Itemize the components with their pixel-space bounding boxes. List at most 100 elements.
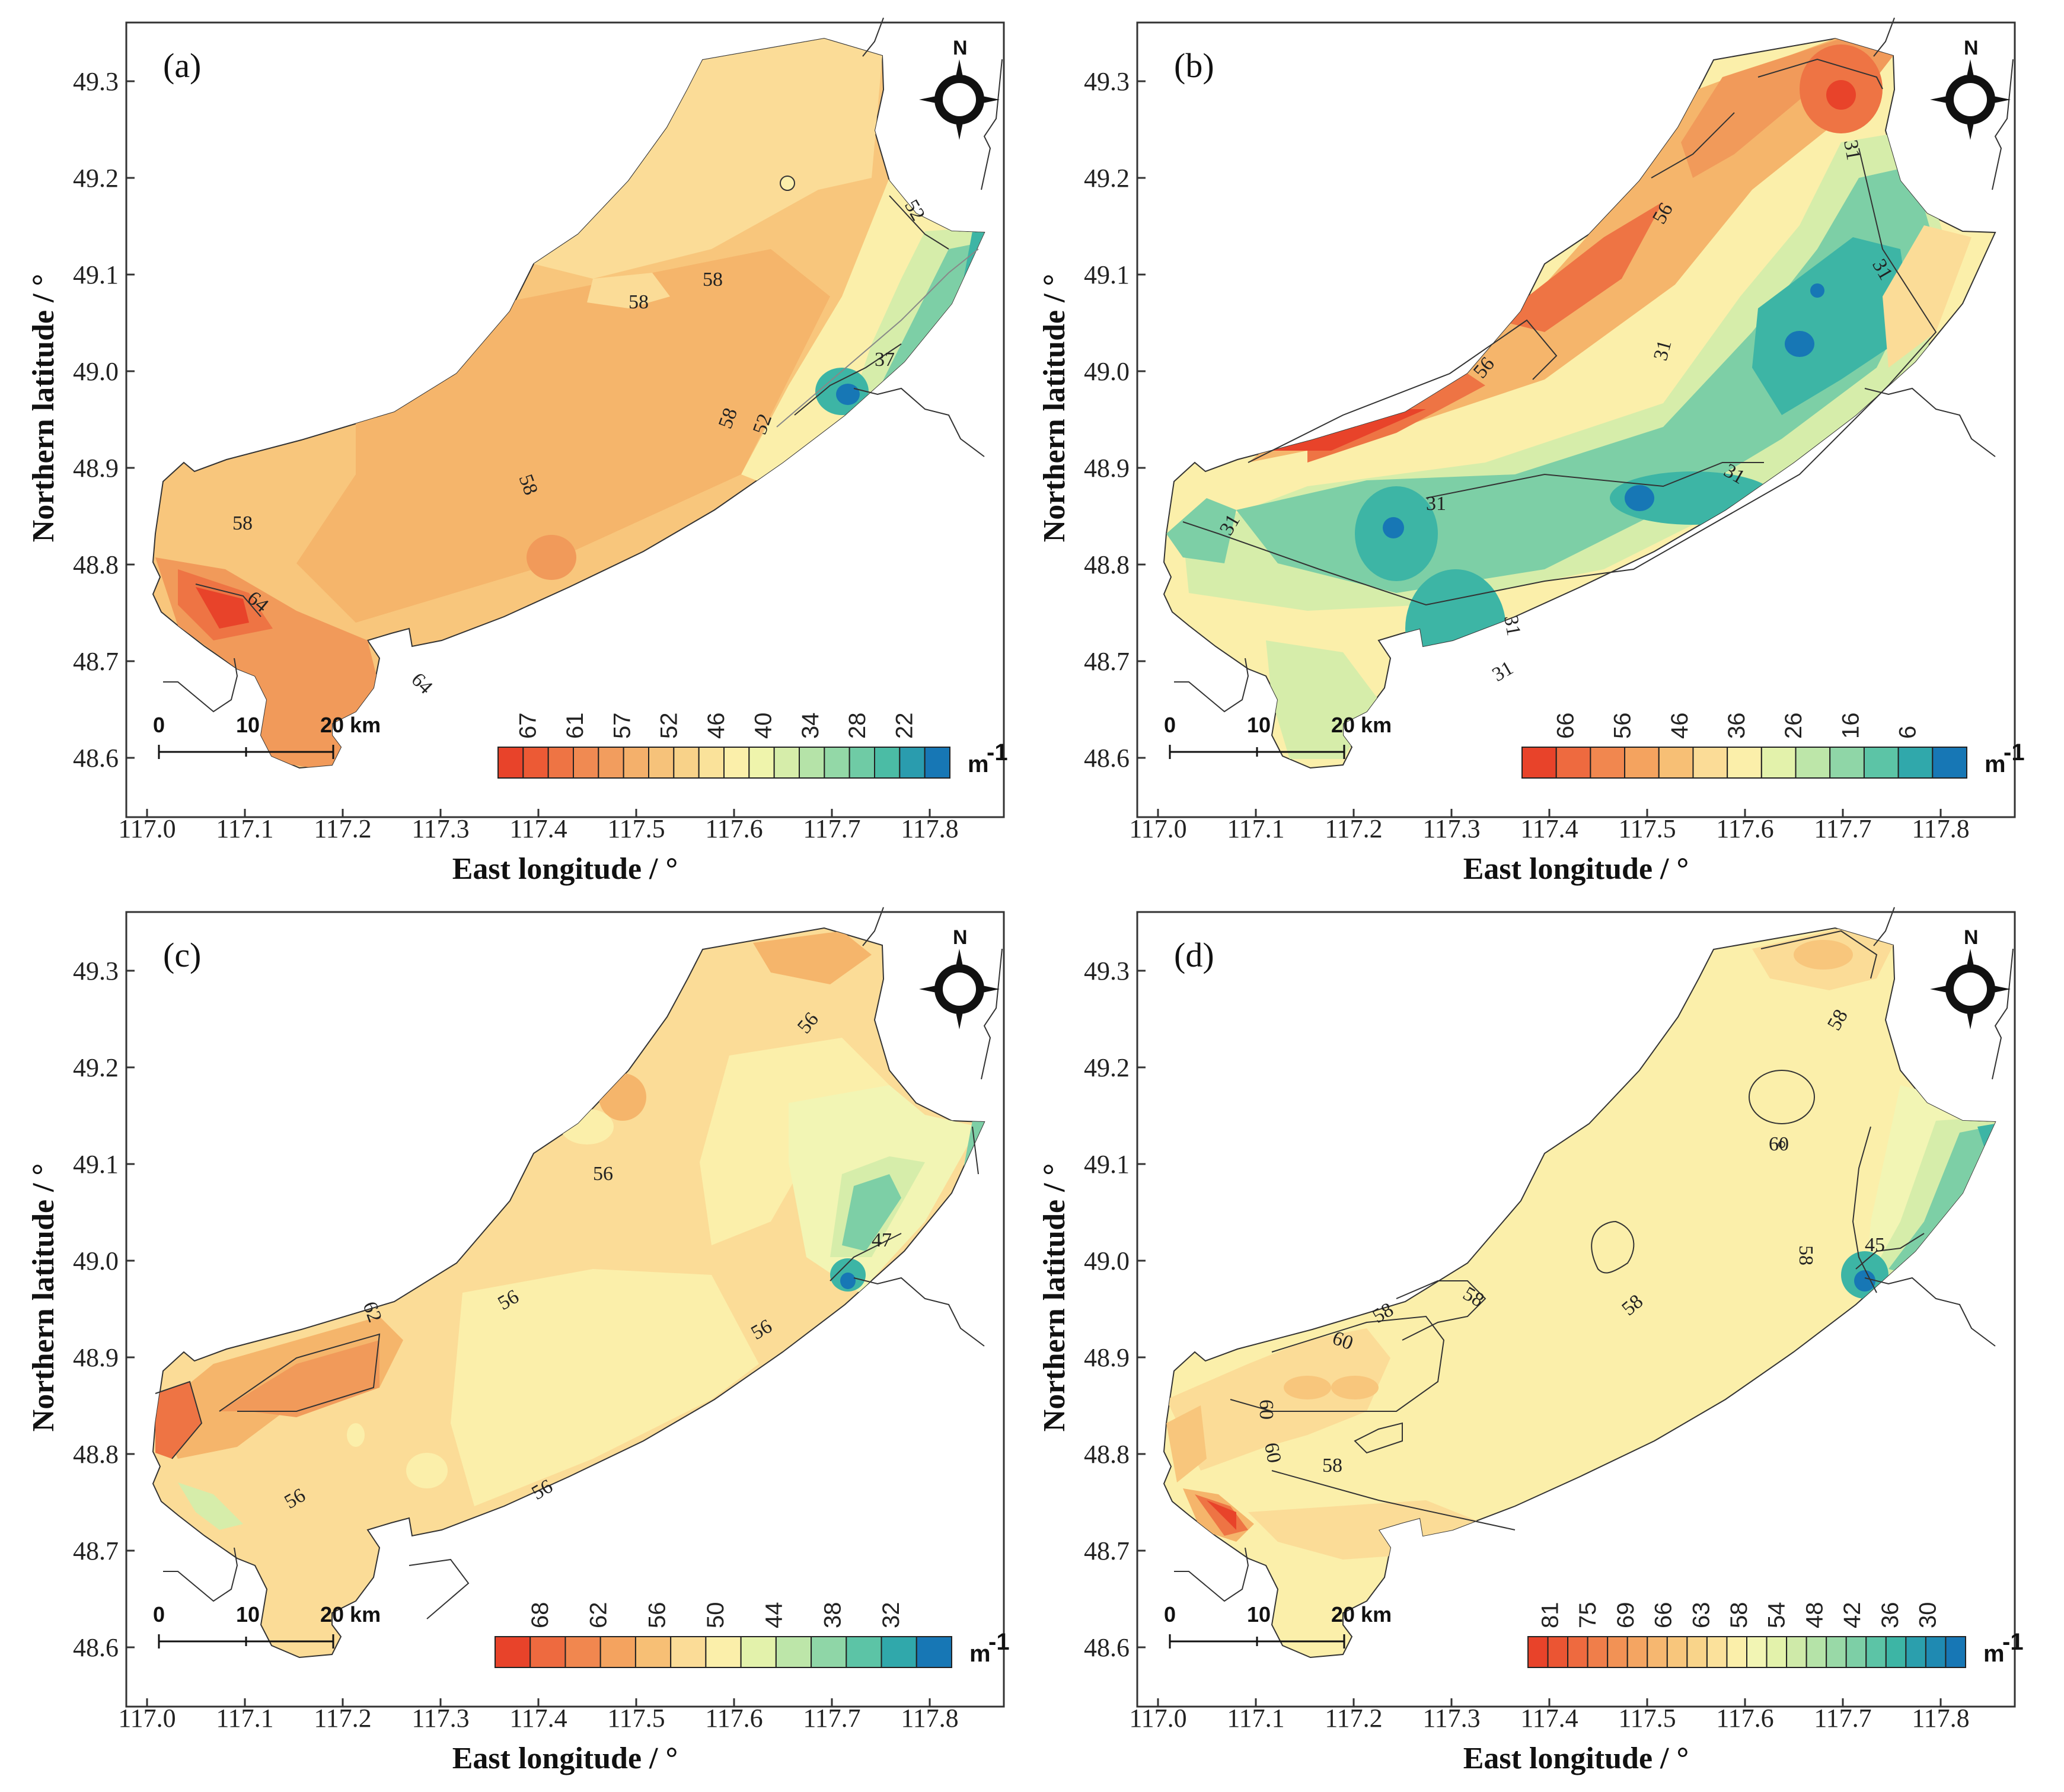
panel-b: (b) 31 56 31 31 56 31 31 31 31 31 N 0 10… [1038, 17, 2025, 886]
x-tick-label: 117.7 [803, 814, 860, 843]
north-arrow: N [919, 926, 1000, 1029]
colorbar-cell [773, 747, 800, 779]
contour-label: 58 [703, 269, 723, 291]
y-tick-label: 48.9 [73, 1343, 119, 1372]
colorbar-cell [1829, 747, 1865, 779]
colorbar: 81 75 69 66 63 58 54 48 42 36 30 m-1 [1527, 1602, 2024, 1668]
colorbar-cell [547, 747, 575, 779]
x-tick-label: 117.3 [1422, 1704, 1480, 1733]
colorbar-tick-label: 75 [1575, 1602, 1601, 1629]
panel-label: (d) [1174, 936, 1214, 974]
colorbar-cell [874, 747, 901, 779]
north-arrow: N [919, 37, 1000, 140]
colorbar-cell [1865, 1636, 1887, 1668]
panel-label: (c) [163, 936, 201, 974]
colorbar-cell [1706, 1636, 1728, 1668]
x-tick-label: 117.5 [607, 814, 665, 843]
y-tick-label: 48.7 [1084, 1536, 1130, 1565]
colorbar-cell [495, 1636, 531, 1668]
svg-text:20 km: 20 km [320, 713, 381, 737]
x-tick-label: 117.8 [901, 814, 958, 843]
svg-text:10: 10 [1247, 713, 1271, 737]
colorbar-cell [1945, 1636, 1967, 1668]
colorbar-cell [1726, 1636, 1748, 1668]
colorbar-tick-label: 67 [515, 713, 541, 739]
colorbar-cell [1527, 1636, 1549, 1668]
contour-label: 60 [1260, 1441, 1285, 1465]
x-axis-title: East longitude / ° [1463, 852, 1689, 886]
colorbar-cell [1795, 747, 1831, 779]
scale-bar: 0 10 20 km [153, 1602, 381, 1648]
colorbar-cell [775, 1636, 812, 1668]
colorbar-cell [846, 1636, 882, 1668]
y-tick-label: 48.9 [73, 454, 119, 483]
y-tick-label: 49.0 [73, 357, 119, 386]
colorbar-cell [1547, 1636, 1569, 1668]
north-label: N [953, 926, 968, 949]
colorbar-cell [670, 1636, 707, 1668]
colorbar-tick-label: 66 [1553, 713, 1579, 739]
colorbar-cell [698, 747, 725, 779]
colorbar-cell [599, 1636, 636, 1668]
svg-text:20 km: 20 km [320, 1602, 381, 1627]
colorbar-cell [1760, 747, 1797, 779]
x-tick-label: 117.0 [1129, 814, 1186, 843]
colorbar-cell [648, 747, 675, 779]
y-tick-label: 49.1 [73, 260, 119, 289]
colorbar-cell [1885, 1636, 1907, 1668]
colorbar-tick-label: 68 [527, 1602, 553, 1629]
colorbar-tick-label: 38 [819, 1602, 846, 1629]
colorbar-cell [1925, 1636, 1947, 1668]
colorbar-cell [811, 1636, 847, 1668]
y-tick-label: 48.8 [73, 1440, 119, 1469]
colorbar: 66 56 46 36 26 16 6 m-1 [1521, 713, 2025, 779]
colorbar-tick-label: 62 [586, 1602, 612, 1629]
colorbar-cell [1626, 1636, 1648, 1668]
colorbar-cell [1587, 1636, 1609, 1668]
colorbar-cell [522, 747, 549, 779]
x-tick-label: 117.3 [411, 1704, 469, 1733]
x-tick-label: 117.6 [1716, 1704, 1773, 1733]
contour-label: 58 [232, 512, 253, 534]
colorbar-cell [1692, 747, 1728, 779]
colorbar-tick-label: 26 [1781, 713, 1807, 739]
panel-label: (b) [1174, 46, 1214, 85]
north-label: N [1964, 37, 1979, 59]
x-tick-label: 117.2 [1325, 814, 1382, 843]
colorbar-cell [1826, 1636, 1847, 1668]
colorbar-unit-exponent: -1 [2004, 739, 2025, 766]
y-tick-label: 49.1 [1084, 1150, 1130, 1179]
colorbar-tick-label: 34 [797, 713, 824, 739]
x-axis-ticks: 117.0 117.1 117.2 117.3 117.4 117.5 117.6 117.7… [118, 809, 959, 843]
colorbar: 68 62 56 50 44 38 32 m-1 [495, 1602, 1010, 1668]
x-tick-label: 117.1 [1227, 814, 1284, 843]
colorbar-cell [924, 747, 950, 779]
colorbar-cell [598, 747, 624, 779]
colorbar-tick-label: 16 [1837, 713, 1864, 739]
colorbar-cell [881, 1636, 917, 1668]
colorbar-cell [1590, 747, 1626, 779]
colorbar-unit: m [1983, 1641, 2005, 1667]
plot-frame [125, 21, 1005, 818]
north-arrow: N [1930, 37, 2011, 140]
y-tick-label: 49.1 [73, 1150, 119, 1179]
colorbar-tick-label: 57 [609, 713, 635, 739]
plot-frame [1136, 21, 2016, 818]
colorbar-cell [1647, 1636, 1668, 1668]
svg-text:0: 0 [153, 1602, 165, 1627]
y-tick-label: 48.7 [73, 647, 119, 676]
colorbar-cell [497, 747, 524, 779]
colorbar-cell [1786, 1636, 1807, 1668]
colorbar-cell [634, 1636, 672, 1668]
panel-d: (d) 58 60 58 58 45 58 60 58 60 60 58 N 0… [1038, 907, 2024, 1775]
colorbar-unit-exponent: -1 [2002, 1629, 2024, 1655]
x-tick-label: 117.5 [607, 1704, 665, 1733]
colorbar-cell [1521, 747, 1557, 779]
colorbar-cell [799, 747, 825, 779]
y-tick-label: 49.1 [1084, 260, 1130, 289]
colorbar-cell [1897, 747, 1934, 779]
colorbar-cell [1905, 1636, 1926, 1668]
y-axis-title: Northern latitude / ° [27, 1163, 60, 1432]
x-tick-label: 117.7 [1814, 1704, 1871, 1733]
